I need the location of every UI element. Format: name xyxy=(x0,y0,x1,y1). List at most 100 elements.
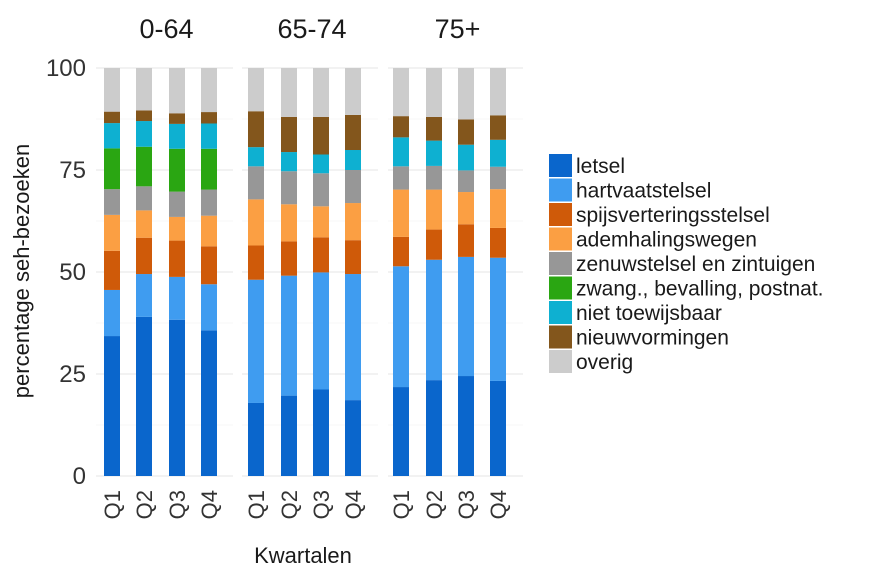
bar-segment xyxy=(248,245,264,280)
bar-segment xyxy=(201,68,217,113)
bar-segment xyxy=(169,148,185,192)
legend-label: spijsverteringsstelsel xyxy=(576,204,770,227)
bar-segment xyxy=(393,387,409,476)
bar-segment xyxy=(201,112,217,124)
bar-segment xyxy=(426,68,442,117)
bar-segment xyxy=(104,250,120,290)
bar-segment xyxy=(490,227,506,258)
bar-segment xyxy=(490,139,506,167)
bar-segment xyxy=(426,259,442,381)
bar-segment xyxy=(313,237,329,273)
legend-key xyxy=(549,301,572,324)
bars xyxy=(104,68,506,476)
bar-segment xyxy=(313,154,329,174)
bar-segment xyxy=(345,240,361,275)
bar-segment xyxy=(393,189,409,237)
bar-segment xyxy=(104,214,120,251)
bar-segment xyxy=(426,165,442,190)
bar-segment xyxy=(426,380,442,476)
bar-segment xyxy=(345,170,361,204)
bar-segment xyxy=(458,376,474,476)
bar-segment xyxy=(136,237,152,275)
bar-segment xyxy=(104,289,120,337)
legend-key xyxy=(549,227,572,251)
x-tick-label: Q2 xyxy=(422,490,447,519)
bar-segment xyxy=(201,330,217,476)
bar-segment xyxy=(426,229,442,260)
bar-segment xyxy=(248,199,264,246)
bar-segment xyxy=(490,115,506,140)
legend-label: zenuwstelsel en zintuigen xyxy=(576,253,815,276)
bar-segment xyxy=(393,166,409,190)
legend-label: niet toewijsbaar xyxy=(576,302,722,325)
bar-segment xyxy=(136,274,152,317)
bar-segment xyxy=(104,68,120,112)
legend-key xyxy=(549,276,572,300)
bar-segment xyxy=(169,68,185,114)
bar-segment xyxy=(169,319,185,476)
x-tick-label: Q2 xyxy=(132,490,157,519)
bar-segment xyxy=(426,140,442,166)
x-tick-label: Q4 xyxy=(341,490,366,519)
bar-segment xyxy=(281,116,297,153)
bar-segment xyxy=(248,147,264,167)
bar-segment xyxy=(458,170,474,193)
bar-segment xyxy=(201,284,217,331)
bar-segment xyxy=(136,121,152,147)
bar-segment xyxy=(281,152,297,172)
bar-segment xyxy=(426,189,442,230)
bar-segment xyxy=(136,68,152,111)
legend-key xyxy=(549,350,572,373)
y-tick-label: 50 xyxy=(59,259,86,286)
bar-segment xyxy=(281,395,297,476)
bar-segment xyxy=(248,166,264,200)
x-tick-label: Q1 xyxy=(389,490,414,519)
bar-segment xyxy=(345,400,361,476)
bar-segment xyxy=(490,189,506,228)
y-tick-label: 25 xyxy=(59,361,86,388)
bar-segment xyxy=(490,257,506,381)
bar-segment xyxy=(345,114,361,151)
y-axis-label: percentage seh-bezoeken xyxy=(9,144,34,398)
bar-segment xyxy=(104,189,120,215)
bar-segment xyxy=(169,276,185,320)
bar-segment xyxy=(426,116,442,141)
bar-segment xyxy=(281,275,297,396)
bar-segment xyxy=(104,336,120,476)
bar-segment xyxy=(201,148,217,190)
bar-segment xyxy=(313,68,329,117)
x-tick-label: Q3 xyxy=(454,490,479,519)
bar-segment xyxy=(313,116,329,155)
legend-key xyxy=(549,178,572,202)
legend-key xyxy=(549,154,572,177)
y-tick-label: 100 xyxy=(46,55,86,82)
legend-label: ademhalingswegen xyxy=(576,229,757,252)
legend-key xyxy=(549,325,572,349)
bar-segment xyxy=(136,316,152,476)
bar-segment xyxy=(490,68,506,116)
x-tick-label: Q1 xyxy=(244,490,269,519)
panel-title: 65-74 xyxy=(277,14,346,44)
bar-segment xyxy=(490,166,506,190)
bar-segment xyxy=(458,68,474,120)
bar-segment xyxy=(490,380,506,476)
x-tick-label: Q3 xyxy=(309,490,334,519)
panel-title: 0-64 xyxy=(139,14,193,44)
bar-segment xyxy=(393,137,409,167)
bar-segment xyxy=(281,68,297,117)
bar-segment xyxy=(313,272,329,390)
bar-segment xyxy=(313,389,329,476)
bar-segment xyxy=(458,192,474,225)
bar-segment xyxy=(104,148,120,190)
bar-segment xyxy=(345,274,361,401)
x-tick-label: Q2 xyxy=(277,490,302,519)
bar-segment xyxy=(458,119,474,145)
x-axis-label: Kwartalen xyxy=(254,543,352,567)
bar-segment xyxy=(345,203,361,241)
bar-segment xyxy=(393,236,409,267)
legend-key xyxy=(549,252,572,275)
legend-key xyxy=(549,203,572,226)
x-tick-label: Q4 xyxy=(197,490,222,519)
